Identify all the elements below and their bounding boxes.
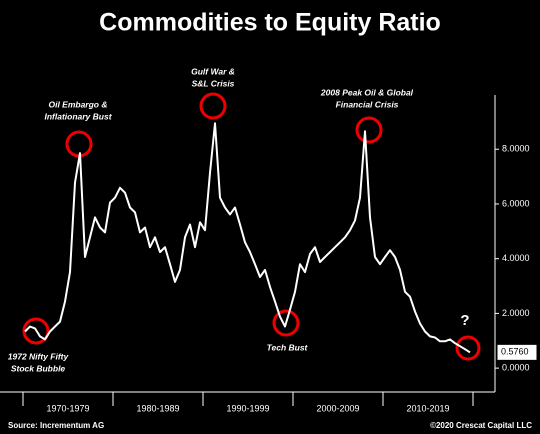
annotation: Oil Embargo & — [48, 99, 107, 109]
y-tick-label: 0.0000 — [502, 362, 530, 372]
current-value-label: 0.5760 — [501, 347, 529, 357]
annotation: 1972 Nifty Fifty — [8, 351, 70, 361]
annotation: Gulf War & — [191, 66, 235, 76]
annotation: 2008 Peak Oil & Global — [320, 87, 414, 97]
x-band-label: 1990-1999 — [226, 403, 269, 413]
y-tick-label: 8.0000 — [502, 144, 530, 154]
circle — [22, 317, 50, 345]
credit: ©2020 Crescat Capital LLC — [430, 421, 532, 430]
y-tick-label: 4.0000 — [502, 253, 530, 263]
annotation: Inflationary Bust — [44, 111, 112, 121]
x-band-label: 2000-2009 — [316, 403, 359, 413]
line — [24, 122, 471, 354]
y-tick-label: 6.0000 — [502, 198, 530, 208]
x-band-label: 1970-1979 — [46, 403, 89, 413]
source: Source: Incrementum AG — [8, 421, 104, 430]
x-band-label: 1980-1989 — [136, 403, 179, 413]
x-band-label: 2010-2019 — [406, 403, 449, 413]
circle — [272, 309, 300, 337]
annotation: Financial Crisis — [336, 99, 399, 109]
circle — [355, 116, 383, 144]
annotation: Stock Bubble — [11, 363, 66, 373]
current-value-box — [497, 344, 537, 360]
circle — [199, 92, 227, 120]
circle — [65, 130, 93, 158]
chart-title: Commodities to Equity Ratio — [99, 9, 441, 37]
circle — [455, 335, 481, 361]
y-tick-label: 2.0000 — [502, 308, 530, 318]
annotation: ? — [460, 312, 469, 329]
annotation: Tech Bust — [267, 342, 309, 352]
annotation: S&L Crisis — [192, 78, 235, 88]
